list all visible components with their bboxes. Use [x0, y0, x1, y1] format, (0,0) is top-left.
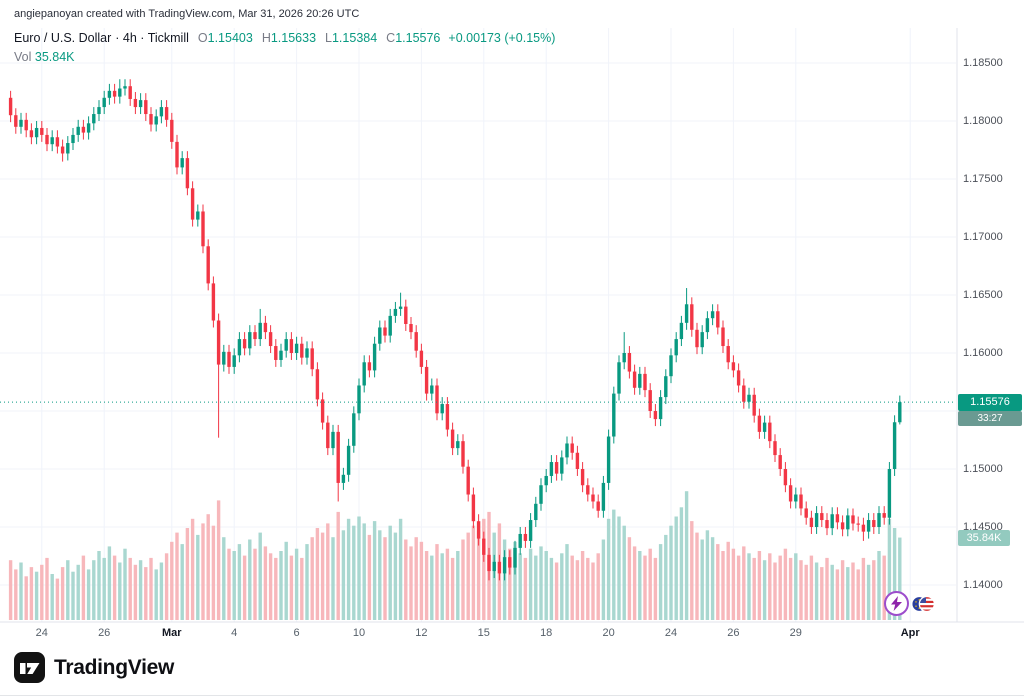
volume-label: Vol — [14, 50, 32, 64]
time-tick-label: 12 — [415, 627, 428, 639]
price-tick-label: 1.18500 — [963, 57, 1003, 69]
time-tick-label: 15 — [477, 627, 490, 639]
open-label: O — [197, 31, 208, 45]
time-tick-label: 29 — [789, 627, 802, 639]
eu-us-flags-icon — [911, 595, 935, 612]
economic-calendar-flags-icon[interactable] — [911, 591, 936, 616]
tradingview-logo-icon[interactable] — [14, 652, 45, 683]
close-label: C — [386, 31, 396, 45]
time-tick-label: 18 — [540, 627, 553, 639]
last-price-badge: 1.15576 — [958, 394, 1022, 411]
low-value: 1.15384 — [331, 31, 378, 45]
price-tick-label: 1.17500 — [963, 173, 1003, 185]
price-tick-label: 1.16000 — [963, 347, 1003, 359]
time-tick-label: 24 — [35, 627, 48, 639]
high-value: 1.15633 — [270, 31, 317, 45]
footer-branding: TradingView — [14, 652, 174, 683]
change-value: +0.00173 (+0.15%) — [448, 31, 556, 45]
close-value: 1.15576 — [395, 31, 441, 45]
time-tick-label: 10 — [352, 627, 366, 639]
tradingview-wordmark[interactable]: TradingView — [54, 655, 175, 679]
volume-value: 35.84K — [34, 50, 75, 64]
price-tick-label: 1.15000 — [963, 463, 1003, 475]
time-tick-label: 24 — [664, 627, 678, 639]
lightning-bolt-icon — [891, 596, 902, 611]
price-tick-label: 1.14000 — [963, 579, 1003, 591]
time-axis[interactable]: 24 26 Mar 4 6 10 12 15 18 20 24 26 29 Apr — [0, 623, 1024, 643]
time-tick-label: Apr — [900, 627, 920, 639]
time-tick-label: 4 — [231, 627, 238, 639]
bottom-border — [0, 695, 1024, 696]
chart-legend: Euro / U.S. Dollar · 4h · Tickmill O1.1540… — [14, 30, 555, 66]
price-tick-label: 1.18000 — [963, 115, 1003, 127]
time-tick-label: 20 — [602, 627, 615, 639]
time-tick-label: 26 — [98, 627, 111, 639]
attribution-text: angiepanoyan created with TradingView.co… — [14, 8, 360, 20]
symbol-meta: · 4h · Tickmill — [115, 31, 189, 45]
price-tick-label: 1.17000 — [963, 231, 1003, 243]
low-label: L — [325, 31, 332, 45]
economic-events-lightning-icon[interactable] — [884, 591, 909, 616]
last-volume-badge: 35.84K — [958, 530, 1010, 546]
symbol-title[interactable]: Euro / U.S. Dollar — [14, 31, 112, 45]
bar-countdown-badge: 33:27 — [958, 411, 1022, 426]
time-tick-label: 6 — [293, 627, 300, 639]
chart-event-markers — [884, 591, 936, 616]
high-label: H — [261, 31, 271, 45]
time-tick-label: Mar — [162, 627, 182, 639]
time-tick-label: 26 — [727, 627, 740, 639]
open-value: 1.15403 — [207, 31, 253, 45]
price-tick-label: 1.16500 — [963, 289, 1003, 301]
